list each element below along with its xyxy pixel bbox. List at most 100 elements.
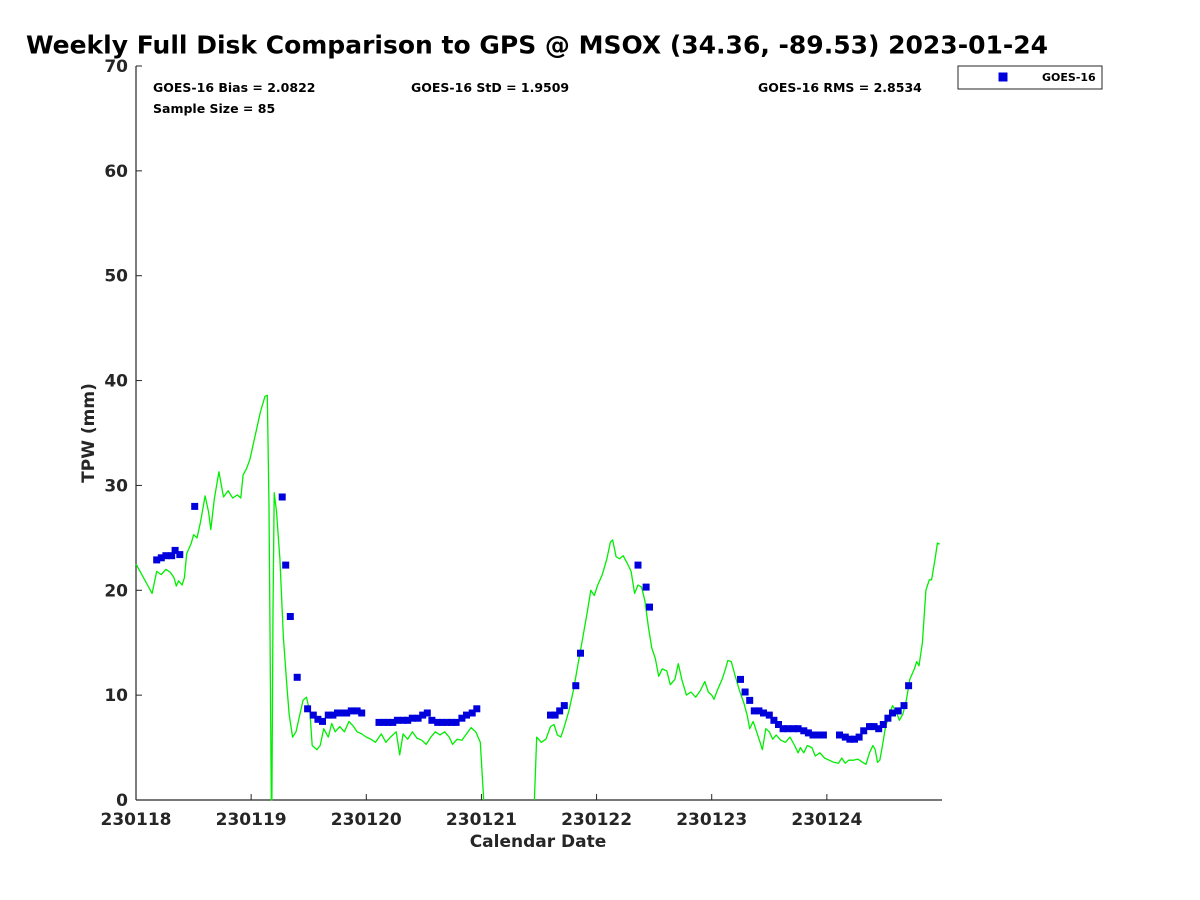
goes-16-point (452, 718, 460, 726)
y-tick-label: 50 (104, 267, 128, 287)
goes-16-point (634, 561, 642, 569)
legend-box (957, 65, 1103, 90)
goes-16-point (577, 649, 584, 657)
goes-16-point (389, 718, 397, 726)
goes-16-point (384, 718, 392, 726)
goes-16-point (760, 709, 767, 717)
goes-16-point (343, 709, 351, 717)
goes-16-point (393, 716, 401, 724)
gps-line-segment (135, 394, 485, 801)
goes-16-point (755, 707, 763, 715)
goes-16-point (443, 718, 451, 726)
goes-16-point (790, 725, 797, 733)
goes-16-point (434, 718, 442, 726)
goes-16-point (800, 727, 808, 735)
goes-16-point (846, 735, 854, 743)
goes-16-point (851, 735, 858, 743)
legend-marker-square (998, 72, 1008, 82)
x-tick-label: 230122 (561, 810, 632, 830)
goes-16-point (804, 729, 812, 737)
goes-16-point (191, 502, 199, 510)
goes-16-point (809, 731, 817, 739)
goes-16-point (642, 583, 650, 591)
goes-16-point (423, 709, 431, 717)
goes-16-point (741, 688, 749, 696)
x-tick-label: 230123 (676, 810, 747, 830)
goes-16-point (448, 718, 455, 726)
sample-size-stat: Sample Size = 85 (153, 101, 275, 116)
x-tick-label: 230120 (331, 810, 402, 830)
goes-16-point (278, 493, 286, 501)
goes-16-point (282, 561, 290, 569)
goes-16-point (841, 733, 849, 741)
goes-16-point (473, 705, 481, 713)
goes-16-point (746, 696, 754, 704)
goes-16-point (153, 556, 161, 564)
goes-16-point (171, 546, 179, 554)
goes-16-point (162, 552, 170, 560)
goes-16-point (399, 716, 407, 724)
goes-16-point (314, 715, 322, 723)
goes-16-point (794, 725, 802, 733)
y-tick-label: 20 (104, 581, 128, 601)
goes-16-series (153, 493, 913, 743)
goes-16-point (176, 551, 184, 559)
gps-line-segment (533, 539, 940, 801)
x-tick-label: 230124 (791, 810, 862, 830)
y-tick-label: 60 (104, 162, 128, 182)
goes-16-point (293, 673, 301, 681)
goes-16-point (556, 707, 564, 715)
goes-16-point (408, 714, 416, 722)
goes-16-point (866, 723, 873, 731)
goes-16-point (894, 707, 902, 715)
goes-16-point (889, 709, 896, 717)
gps-series (135, 394, 940, 801)
x-tick-label: 230118 (101, 810, 172, 830)
goes-16-point (319, 717, 326, 725)
goes-16-point (438, 718, 446, 726)
goes-16-point (779, 725, 787, 733)
goes-16-point (358, 709, 366, 717)
goes-16-point (646, 603, 653, 611)
goes-16-point (560, 702, 568, 710)
y-tick-label: 0 (116, 791, 128, 811)
y-axis-label: TPW (mm) (79, 383, 99, 483)
goes-16-point (775, 721, 782, 728)
goes-16-point (737, 675, 744, 683)
std-stat: GOES-16 StD = 1.9509 (411, 80, 569, 95)
x-axis-ticks: 230118 230119 230120 230121 230122 230123 2301… (101, 794, 863, 830)
goes-16-point (879, 721, 887, 728)
goes-16-point (870, 723, 878, 731)
goes-16-point (286, 613, 294, 620)
goes-16-point (353, 707, 361, 715)
goes-16-point (551, 711, 559, 719)
goes-16-point (375, 718, 383, 726)
bias-stat: GOES-16 Bias = 2.0822 (153, 80, 315, 95)
goes-16-point (309, 711, 317, 719)
rms-stat: GOES-16 RMS = 2.8534 (758, 80, 922, 95)
goes-16-point (463, 711, 470, 719)
goes-16-point (458, 714, 466, 722)
legend: GOES-16 (957, 65, 1103, 90)
x-tick-label: 230119 (216, 810, 287, 830)
goes-16-point (419, 711, 427, 719)
chart-title: Weekly Full Disk Comparison to GPS @ MSO… (26, 31, 1048, 60)
goes-16-point (324, 711, 332, 719)
plot-area (135, 66, 942, 801)
y-tick-label: 40 (104, 372, 128, 392)
y-tick-label: 30 (104, 476, 128, 496)
goes-16-point (860, 727, 868, 735)
goes-16-point (547, 711, 554, 719)
goes-16-point (168, 552, 176, 560)
goes-16-point (157, 554, 165, 562)
goes-16-point (814, 731, 822, 739)
goes-16-point (750, 707, 758, 715)
goes-16-point (329, 711, 337, 719)
x-axis-label: Calendar Date (470, 832, 607, 852)
goes-16-point (770, 716, 778, 724)
goes-16-point (414, 714, 422, 722)
goes-16-point (905, 682, 913, 690)
goes-16-point (380, 718, 388, 726)
